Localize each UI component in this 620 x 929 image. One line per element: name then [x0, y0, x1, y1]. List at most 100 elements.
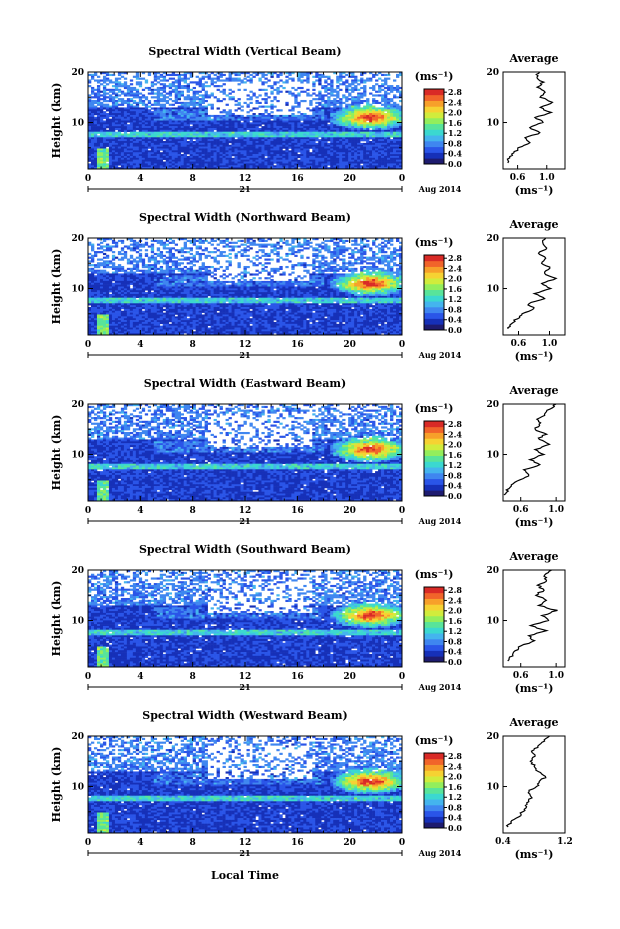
- heatmap-cell: [384, 150, 388, 153]
- heatmap-cell: [318, 127, 322, 131]
- heatmap-cell: [252, 126, 256, 129]
- heatmap-cell: [375, 127, 379, 131]
- heatmap-cell: [108, 107, 113, 110]
- heatmap-cell: [390, 127, 394, 131]
- colorbar-tick-label: 2.4: [448, 97, 462, 107]
- heatmap-cell: [354, 131, 358, 134]
- heatmap-cell: [204, 122, 208, 125]
- heatmap-cell: [357, 124, 361, 127]
- heatmap-cell: [375, 141, 379, 144]
- heatmap-cell: [375, 144, 379, 147]
- heatmap-cell: [288, 159, 292, 162]
- heatmap-cell: [246, 124, 250, 127]
- heatmap-cell: [339, 137, 343, 140]
- heatmap-cell: [288, 157, 292, 160]
- heatmap-cell: [114, 245, 119, 248]
- heatmap-cell: [258, 163, 262, 166]
- heatmap-cell: [363, 144, 367, 147]
- heatmap-cell: [216, 161, 220, 164]
- heatmap-cell: [384, 159, 388, 162]
- heatmap-cell: [123, 77, 128, 80]
- heatmap-cell: [351, 159, 355, 162]
- heatmap-cell: [219, 159, 223, 162]
- heatmap-cell: [261, 163, 265, 166]
- heatmap-cell: [201, 114, 205, 118]
- heatmap-cell: [117, 312, 122, 315]
- heatmap-cell: [303, 137, 307, 140]
- heatmap-cell: [258, 79, 262, 82]
- heatmap-cell: [333, 109, 337, 112]
- heatmap-cell: [96, 279, 101, 282]
- heatmap-cell: [270, 103, 274, 106]
- heatmap-cell: [336, 159, 340, 162]
- heatmap-cell: [216, 163, 220, 166]
- heatmap-cell: [228, 135, 232, 138]
- heatmap-cell: [90, 299, 95, 302]
- heatmap-cell: [315, 116, 319, 119]
- heatmap-cell: [225, 122, 229, 125]
- heatmap-cell: [384, 155, 388, 159]
- heatmap-cell: [291, 142, 295, 146]
- heatmap-cell: [255, 120, 259, 123]
- heatmap-cell: [216, 120, 220, 123]
- heatmap-cell: [354, 111, 358, 114]
- heatmap-cell: [102, 295, 107, 298]
- heatmap-cell: [348, 103, 352, 106]
- heatmap-cell: [360, 116, 364, 119]
- heatmap-cell: [165, 167, 170, 169]
- heatmap-cell: [198, 118, 202, 121]
- heatmap-cell: [174, 167, 179, 169]
- heatmap-cell: [159, 94, 164, 97]
- heatmap-cell: [357, 129, 361, 132]
- heatmap-cell: [88, 131, 92, 134]
- heatmap-cell: [216, 146, 220, 149]
- heatmap-cell: [312, 92, 316, 95]
- heatmap-cell: [153, 135, 158, 138]
- heatmap-cell: [237, 101, 241, 105]
- heatmap-cell: [210, 165, 214, 168]
- heatmap-cell: [114, 148, 119, 151]
- heatmap-cell: [384, 131, 388, 134]
- heatmap-cell: [261, 159, 265, 162]
- heatmap-cell: [102, 271, 107, 274]
- heatmap-cell: [171, 118, 176, 121]
- heatmap-cell: [180, 159, 184, 162]
- heatmap-cell: [219, 114, 223, 118]
- heatmap-cell: [210, 163, 214, 166]
- heatmap-cell: [300, 86, 304, 90]
- heatmap-cell: [117, 273, 122, 276]
- heatmap-cell: [369, 116, 373, 119]
- heatmap-cell: [93, 286, 98, 289]
- heatmap-cell: [165, 139, 170, 142]
- heatmap-cell: [330, 122, 334, 125]
- heatmap-cell: [312, 150, 316, 153]
- heatmap-cell: [114, 122, 119, 125]
- heatmap-cell: [90, 301, 95, 304]
- heatmap-cell: [195, 131, 199, 134]
- heatmap-cell: [276, 165, 280, 168]
- heatmap-cell: [333, 144, 337, 147]
- heatmap-cell: [105, 265, 110, 269]
- heatmap-cell: [252, 120, 256, 123]
- heatmap-cell: [390, 155, 394, 159]
- heatmap-cell: [90, 310, 95, 313]
- heatmap-cell: [117, 155, 122, 159]
- heatmap-cell: [159, 73, 164, 77]
- heatmap-cell: [339, 103, 343, 106]
- heatmap-cell: [114, 152, 119, 155]
- heatmap-cell: [90, 118, 95, 121]
- heatmap-cell: [270, 85, 274, 88]
- heatmap-cell: [369, 163, 373, 166]
- heatmap-cell: [198, 83, 202, 86]
- heatmap-cell: [345, 167, 349, 169]
- heatmap-cell: [216, 144, 220, 147]
- heatmap-cell: [189, 150, 193, 153]
- heatmap-cell: [231, 152, 235, 155]
- heatmap-cell: [177, 141, 182, 144]
- heatmap-cell: [105, 303, 110, 306]
- heatmap-cell: [237, 98, 241, 101]
- heatmap-cell: [159, 159, 164, 162]
- heatmap-cell: [150, 150, 155, 153]
- heatmap-cell: [88, 124, 92, 127]
- heatmap-cell: [189, 109, 193, 112]
